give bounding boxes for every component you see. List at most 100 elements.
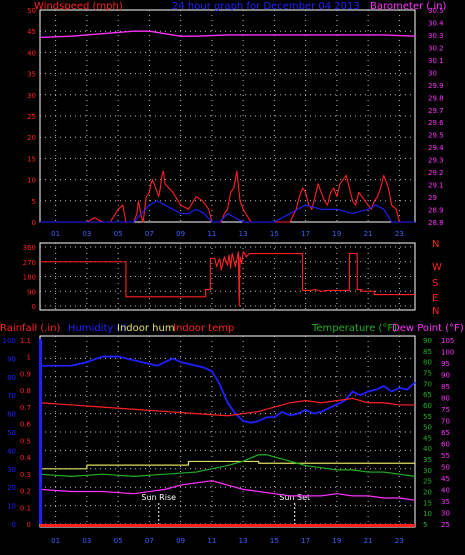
temperature-tick-label: 70 [423, 380, 432, 388]
rain-tick-label: 0.6 [20, 421, 32, 429]
rain-tick-label: 1 [27, 354, 31, 362]
humidity-i-line [40, 355, 416, 424]
rain-tick-label: 0.4 [20, 454, 32, 462]
hour-tick-label: 03 [82, 230, 91, 238]
dewpoint-tick-label: 35 [441, 498, 450, 506]
dew-point-f-line [39, 480, 416, 501]
hour-tick-label: 17 [301, 537, 310, 545]
temperature-tick-label: 5 [423, 521, 427, 529]
temperature-tick-label: 15 [423, 499, 432, 507]
wind-direction-line [40, 251, 415, 307]
hour-tick-label: 05 [114, 230, 123, 238]
rain-tick-label: 0.2 [20, 488, 31, 496]
windspeed-tick-label: 50 [27, 7, 36, 15]
windspeed-tick-label: 0 [32, 219, 36, 227]
humidity-tick-label: 40 [7, 447, 16, 455]
temperature-tick-label: 20 [423, 489, 432, 497]
barometer-tick-label: 29.6 [428, 119, 444, 127]
barometer-tick-label: 30.5 [428, 7, 444, 15]
compass-label: S [432, 278, 438, 289]
humidity-tick-label: 30 [7, 466, 16, 474]
temperature-tick-label: 35 [423, 456, 432, 464]
dewpoint-tick-label: 105 [441, 337, 454, 345]
windspeed-tick-label: 45 [27, 28, 36, 36]
hour-tick-label: 15 [270, 537, 279, 545]
windspeed-tick-label: 35 [27, 71, 36, 79]
windspeed-tick-label: 10 [27, 177, 36, 185]
temperature-tick-label: 40 [423, 445, 432, 453]
hour-tick-label: 01 [51, 230, 60, 238]
dewpoint-tick-label: 60 [441, 441, 450, 449]
dewpoint-tick-label: 95 [441, 360, 450, 368]
hour-tick-label: 17 [301, 230, 310, 238]
indoor-hum-line [40, 460, 415, 470]
hour-tick-label: 09 [176, 537, 185, 545]
temperature-tick-label: 55 [423, 413, 432, 421]
rain-tick-label: 0.3 [20, 471, 31, 479]
temperature-tick-label: 60 [423, 402, 432, 410]
barometer-tick-label: 30 [428, 69, 437, 77]
panel3-temperature-ticks: 5 10 15 20 25 30 35 40 45 50 55 60 65 70 75 80 85 90 [423, 337, 432, 529]
temperature-f-line [39, 454, 416, 477]
legend-label: Rainfall (.in) [0, 323, 61, 334]
barometer-tick-label: 29 [428, 194, 437, 202]
dewpoint-tick-label: 50 [441, 464, 450, 472]
barometer-tick-label: 28.8 [428, 219, 444, 227]
dewpoint-tick-label: 45 [441, 475, 450, 483]
windspeed-axis-label: Windspeed (mph) [34, 1, 123, 12]
hour-tick-label: 03 [82, 537, 91, 545]
dewpoint-tick-label: 80 [441, 395, 450, 403]
dewpoint-tick-label: 90 [441, 372, 450, 380]
dewpoint-tick-label: 25 [441, 521, 450, 529]
temperature-tick-label: 50 [423, 424, 432, 432]
humidity-axis-bar [39, 339, 42, 524]
compass-label: N [432, 306, 439, 317]
dewpoint-tick-label: 70 [441, 418, 450, 426]
humidity-tick-label: 10 [7, 503, 16, 511]
temperature-tick-label: 75 [423, 369, 432, 377]
panel1-hour-ticks: 01 03 05 07 09 11 13 15 17 19 21 23 [51, 230, 404, 238]
indoor-temp-line [39, 397, 415, 417]
dewpoint-tick-label: 40 [441, 487, 450, 495]
dewpoint-tick-label: 30 [441, 510, 450, 518]
rain-tick-label: 0.8 [20, 387, 31, 395]
hour-tick-label: 15 [270, 230, 279, 238]
temperature-tick-label: 45 [423, 434, 432, 442]
direction-tick-label: 180 [23, 274, 36, 282]
direction-tick-label: 270 [23, 259, 36, 267]
barometer-tick-label: 29.2 [428, 169, 444, 177]
panel3-hour-ticks: 01 03 05 07 09 11 13 15 17 19 21 23 [51, 537, 404, 545]
barometer-tick-label: 28.9 [428, 207, 444, 215]
sun-event-label: Sun Rise [141, 493, 176, 502]
legend-label: Humidity (I) [68, 323, 127, 334]
legend-label: Temperature (°F) [311, 323, 397, 334]
humidity-tick-label: 100 [3, 337, 16, 345]
barometer-tick-label: 30.4 [428, 19, 444, 27]
legend-label: Indoor hum [117, 323, 175, 334]
barometer-tick-label: 29.3 [428, 157, 444, 165]
chart-title: 24 hour graph for December 04 2013 [172, 1, 360, 12]
temperature-tick-label: 25 [423, 478, 432, 486]
compass-label: N [432, 239, 439, 250]
barometer-tick-label: 30.3 [428, 32, 444, 40]
rain-tick-label: 0 [27, 521, 31, 529]
windspeed-tick-label: 25 [27, 113, 36, 121]
direction-tick-label: 90 [27, 288, 36, 296]
panel3-legend: Rainfall (.in) Humidity (I)Indoor humIndo… [0, 323, 464, 334]
hour-tick-label: 07 [145, 537, 154, 545]
windspeed-tick-label: 40 [27, 49, 36, 57]
panel1-grid [40, 10, 415, 222]
humidity-tick-label: 60 [7, 411, 16, 419]
sun-event-label: Sun Set [279, 493, 310, 502]
humidity-tick-label: 50 [7, 429, 16, 437]
rain-tick-label: 0.7 [20, 404, 31, 412]
panel2-degree-ticks: 0 90 180 270 360 [23, 244, 36, 311]
humidity-tick-label: 20 [7, 484, 16, 492]
panel2-series [40, 251, 415, 307]
temperature-tick-label: 90 [423, 337, 432, 345]
hour-tick-label: 07 [145, 230, 154, 238]
